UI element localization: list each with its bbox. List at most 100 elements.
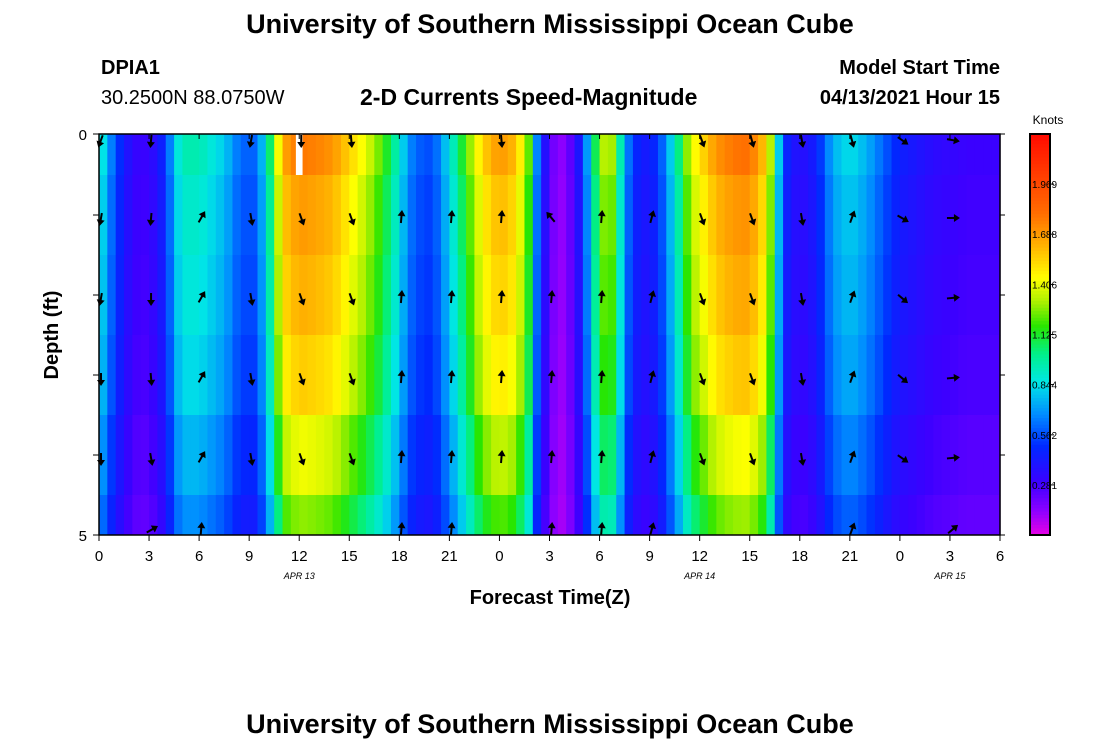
heatmap-cell <box>190 175 200 256</box>
heatmap-cell <box>107 495 117 536</box>
bottom-title: University of Southern Mississippi Ocean… <box>246 709 854 739</box>
heatmap-cell <box>140 175 150 256</box>
heatmap-cell <box>207 134 217 176</box>
heatmap-cell <box>858 134 868 176</box>
current-arrow <box>348 212 356 226</box>
heatmap-cell <box>257 495 267 536</box>
current-arrow <box>447 290 456 304</box>
heatmap-cell <box>365 415 375 496</box>
heatmap-cell <box>599 134 609 176</box>
heatmap-cell <box>924 495 934 536</box>
heatmap-cell <box>749 415 759 496</box>
heatmap-cell <box>657 134 667 176</box>
colorbar-segment <box>1030 144 1050 148</box>
heatmap-cell <box>474 134 484 176</box>
heatmap-cell <box>674 175 684 256</box>
heatmap-cell <box>607 134 617 176</box>
heatmap-cell <box>674 495 684 536</box>
heatmap-cell <box>808 335 818 416</box>
heatmap-cell <box>349 255 359 336</box>
x-tick-label: 6 <box>195 548 203 565</box>
heatmap-cell <box>457 415 467 496</box>
colorbar-segment <box>1030 314 1050 319</box>
heatmap-cell <box>607 415 617 496</box>
heatmap-cell <box>974 255 984 336</box>
heatmap-cell <box>274 134 284 176</box>
heatmap-cell <box>783 255 793 336</box>
heatmap-cell <box>666 335 676 416</box>
heatmap-layer <box>99 134 1001 536</box>
heatmap-cell <box>983 495 993 536</box>
heatmap-cell <box>107 255 117 336</box>
heatmap-cell <box>199 495 209 536</box>
colorbar-segment <box>1030 361 1050 366</box>
heatmap-cell <box>632 175 642 256</box>
heatmap-cell <box>107 134 117 176</box>
heatmap-cell <box>132 495 142 536</box>
heatmap-cell <box>390 415 400 496</box>
current-arrow <box>597 370 606 384</box>
heatmap-cell <box>983 175 993 256</box>
heatmap-cell <box>958 495 968 536</box>
colorbar-segment <box>1030 377 1050 382</box>
current-arrow <box>947 524 959 534</box>
x-tick-label: 0 <box>95 548 103 565</box>
heatmap-cell <box>157 134 167 176</box>
heatmap-cell <box>741 175 751 256</box>
heatmap-cell <box>591 415 601 496</box>
colorbar-tick-label: 0.562 <box>1032 431 1057 442</box>
heatmap-cell <box>257 335 267 416</box>
heatmap-cell <box>749 495 759 536</box>
heatmap-cell <box>733 495 742 536</box>
current-arrow <box>397 370 406 384</box>
heatmap-cell <box>282 415 292 496</box>
heatmap-cell <box>332 415 342 496</box>
heatmap-cell <box>407 175 417 256</box>
colorbar-tick-label: 1.688 <box>1032 230 1057 241</box>
heatmap-cell <box>716 495 726 536</box>
colorbar-segment <box>1030 167 1050 172</box>
heatmap-cell <box>883 175 893 256</box>
heatmap-cell <box>933 175 943 256</box>
heatmap-cell <box>607 335 617 416</box>
heatmap-cell <box>340 134 350 176</box>
heatmap-cell <box>574 255 584 336</box>
heatmap-cell <box>641 134 651 176</box>
heatmap-cell <box>841 335 851 416</box>
heatmap-cell <box>190 415 200 496</box>
heatmap-cell <box>315 335 325 416</box>
heatmap-cell <box>632 134 642 176</box>
heatmap-cell <box>899 134 909 176</box>
x-tick-label: 18 <box>791 548 808 565</box>
heatmap-cell <box>224 495 234 536</box>
heatmap-cell <box>749 255 759 336</box>
heatmap-cell <box>808 175 818 256</box>
heatmap-cell <box>457 335 467 416</box>
current-arrow <box>798 452 807 466</box>
model-start-label: Model Start Time <box>839 57 1000 79</box>
current-arrow <box>698 452 707 466</box>
heatmap-cell <box>916 175 926 256</box>
heatmap-cell <box>416 255 425 336</box>
heatmap-cell <box>307 495 317 536</box>
heatmap-cell <box>432 415 442 496</box>
heatmap-cell <box>215 335 225 416</box>
heatmap-cell <box>858 335 868 416</box>
heatmap-cell <box>532 415 542 496</box>
heatmap-cell <box>240 495 250 536</box>
heatmap-cell <box>482 335 492 416</box>
colorbar-segment <box>1030 291 1050 295</box>
colorbar-segment <box>1030 187 1050 192</box>
heatmap-cell <box>157 495 167 536</box>
heatmap-cell <box>866 134 876 176</box>
heatmap-cell <box>432 335 442 416</box>
heatmap-cell <box>624 255 634 336</box>
heatmap-cell <box>441 134 450 176</box>
heatmap-cell <box>591 495 601 536</box>
colorbar-segment <box>1030 424 1050 429</box>
colorbar-segment <box>1030 160 1050 165</box>
heatmap-cell <box>674 415 684 496</box>
heatmap-cell <box>149 495 158 536</box>
heatmap-cell <box>124 415 133 496</box>
x-tick-label: 21 <box>841 548 858 565</box>
